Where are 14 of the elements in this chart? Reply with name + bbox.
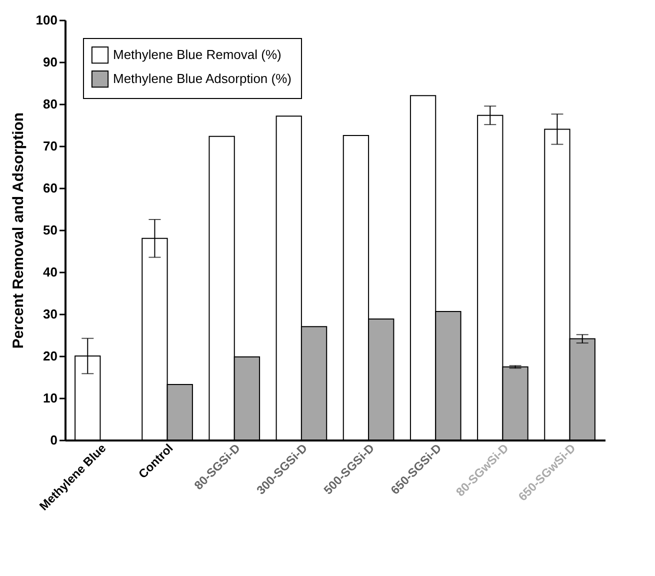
y-tick-label: 60: [43, 180, 58, 196]
y-tick-label: 80: [43, 96, 58, 112]
y-tick-label: 100: [36, 12, 58, 28]
legend-label: Methylene Blue Adsorption (%): [113, 71, 292, 86]
y-tick-label: 0: [50, 432, 58, 448]
legend-label: Methylene Blue Removal (%): [113, 47, 282, 62]
y-tick-label: 20: [43, 348, 58, 364]
y-axis-title: Percent Removal and Adsorption: [10, 112, 27, 349]
y-tick-label: 30: [43, 306, 58, 322]
y-tick-label: 50: [43, 222, 58, 238]
y-tick-label: 70: [43, 138, 58, 154]
y-tick-label: 90: [43, 54, 58, 70]
y-tick-label: 10: [43, 390, 58, 406]
y-tick-label: 40: [43, 264, 58, 280]
